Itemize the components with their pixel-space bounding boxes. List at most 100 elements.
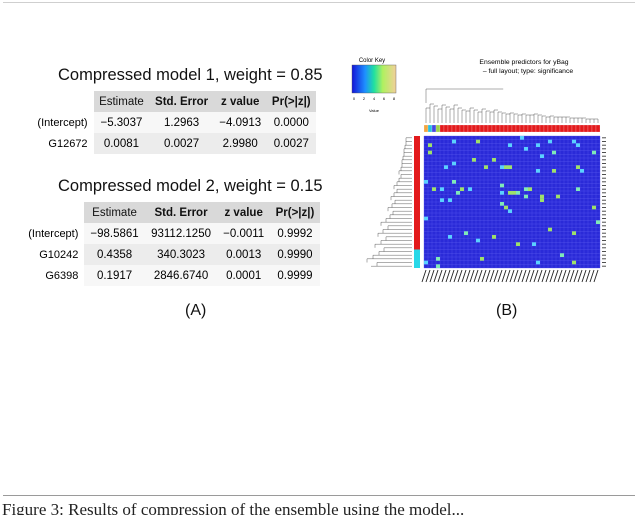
highlight-cell bbox=[512, 191, 516, 195]
header-std-error: Std. Error bbox=[144, 202, 218, 223]
highlight-cell bbox=[572, 260, 576, 265]
highlight-cell bbox=[540, 198, 544, 202]
heatmap-matrix bbox=[423, 135, 601, 269]
color-key-tick: 4 bbox=[373, 96, 376, 101]
highlight-cell bbox=[500, 191, 504, 195]
highlight-cell bbox=[484, 165, 488, 169]
column-side-cell bbox=[579, 124, 585, 133]
color-key-title: Color Key bbox=[359, 58, 385, 64]
highlight-cell bbox=[504, 205, 508, 210]
column-side-cell bbox=[427, 124, 433, 133]
heatmap-title-line1: Ensemble predictors for yBag bbox=[479, 59, 568, 66]
highlight-cell bbox=[520, 136, 524, 140]
header-std-error: Std. Error bbox=[149, 91, 214, 112]
header-p-value: Pr(>|z|) bbox=[269, 202, 320, 223]
column-label-mark bbox=[537, 269, 543, 283]
column-label-mark bbox=[421, 269, 427, 283]
column-side-cell bbox=[479, 124, 485, 133]
column-side-cell bbox=[503, 124, 509, 133]
highlight-cell bbox=[592, 150, 596, 155]
color-key-tick: 0 bbox=[353, 96, 356, 101]
highlight-cell bbox=[516, 242, 520, 246]
column-side-cell bbox=[515, 124, 521, 133]
cell: 0.0000 bbox=[266, 112, 316, 133]
highlight-cell bbox=[572, 139, 576, 144]
column-label-mark bbox=[573, 269, 579, 283]
cell: 2.9980 bbox=[213, 133, 267, 154]
cell: 0.0027 bbox=[266, 133, 316, 154]
highlight-cell bbox=[508, 191, 512, 195]
highlight-cell bbox=[444, 165, 448, 169]
figure-caption: Figure 3: Results of compression of the … bbox=[2, 500, 465, 515]
highlight-cell bbox=[500, 165, 504, 169]
column-label-mark bbox=[497, 269, 503, 283]
highlight-cell bbox=[492, 235, 496, 239]
panel-b-label: (B) bbox=[496, 302, 518, 319]
column-label-mark bbox=[481, 269, 487, 283]
column-dendrogram bbox=[425, 88, 599, 123]
highlight-cell bbox=[428, 143, 432, 147]
row-dendrogram bbox=[366, 137, 412, 267]
highlight-cell bbox=[480, 257, 484, 261]
highlight-cell bbox=[540, 194, 544, 199]
model2-title: Compressed model 2, weight = 0.15 bbox=[58, 177, 323, 195]
column-side-cell bbox=[523, 124, 529, 133]
cell: 2846.6740 bbox=[144, 265, 218, 286]
highlight-cell bbox=[448, 235, 452, 239]
column-side-cell bbox=[455, 124, 461, 133]
column-label-mark bbox=[557, 269, 563, 283]
column-side-cell bbox=[567, 124, 573, 133]
column-label-mark bbox=[565, 269, 571, 283]
color-key-bar bbox=[351, 64, 397, 94]
column-side-cell bbox=[491, 124, 497, 133]
column-side-cell bbox=[451, 124, 457, 133]
column-label-mark bbox=[449, 269, 455, 283]
row-side-colors bbox=[414, 136, 420, 268]
header-blank bbox=[30, 91, 94, 112]
highlight-cell bbox=[436, 257, 440, 261]
highlight-cell bbox=[576, 187, 580, 191]
highlight-cell bbox=[452, 139, 456, 144]
column-side-cell bbox=[587, 124, 593, 133]
column-side-cell bbox=[559, 124, 565, 133]
column-label-mark bbox=[517, 269, 523, 283]
highlight-cell bbox=[524, 194, 528, 199]
column-side-cell bbox=[507, 124, 513, 133]
column-label-mark bbox=[469, 269, 475, 283]
table-row: (Intercept) −5.3037 1.2963 −4.0913 0.000… bbox=[30, 112, 316, 133]
row-name: G10242 bbox=[20, 244, 85, 265]
color-key-tick: 8 bbox=[393, 96, 396, 101]
highlight-cell bbox=[528, 187, 532, 191]
highlight-cell bbox=[552, 150, 556, 155]
column-label-mark bbox=[473, 269, 479, 283]
column-label-mark bbox=[465, 269, 471, 283]
color-key-tick: 6 bbox=[383, 96, 386, 101]
column-side-cell bbox=[527, 124, 533, 133]
column-label-mark bbox=[425, 269, 431, 283]
highlight-cell bbox=[560, 253, 564, 257]
column-label-mark bbox=[521, 269, 527, 283]
highlight-cell bbox=[500, 202, 504, 206]
highlight-cell bbox=[452, 180, 456, 184]
highlight-cell bbox=[472, 158, 476, 162]
header-z-value: z value bbox=[217, 202, 270, 223]
column-side-cell bbox=[483, 124, 489, 133]
column-side-cell bbox=[571, 124, 577, 133]
highlight-cell bbox=[468, 187, 472, 191]
header-z-value: z value bbox=[213, 91, 267, 112]
column-label-mark bbox=[489, 269, 495, 283]
highlight-cell bbox=[500, 183, 504, 188]
highlight-cell bbox=[524, 147, 528, 151]
column-label-mark bbox=[485, 269, 491, 283]
header-estimate: Estimate bbox=[84, 202, 145, 223]
highlight-cell bbox=[492, 158, 496, 162]
column-side-cell bbox=[595, 124, 601, 133]
cell: 0.0027 bbox=[149, 133, 214, 154]
column-side-cell bbox=[563, 124, 569, 133]
row-name: (Intercept) bbox=[20, 223, 85, 244]
highlight-cell bbox=[508, 143, 512, 147]
column-label-mark bbox=[461, 269, 467, 283]
column-side-cell bbox=[423, 124, 429, 133]
column-side-cell bbox=[575, 124, 581, 133]
column-side-cell bbox=[499, 124, 505, 133]
